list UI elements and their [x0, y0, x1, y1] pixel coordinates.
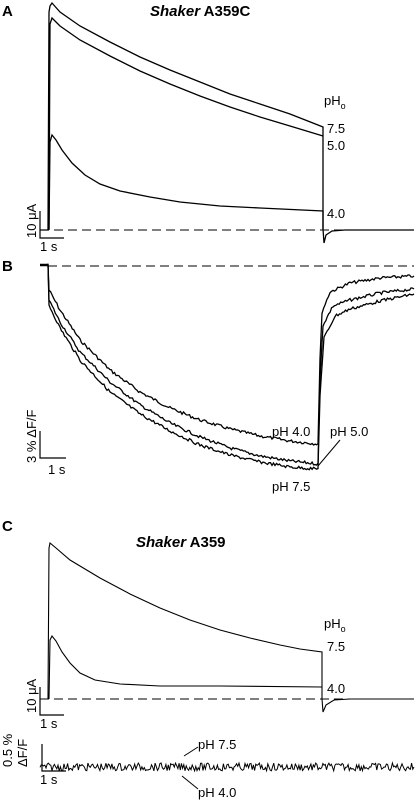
panel-c-fluor-label-ph-7-5: pH 7.5 [198, 737, 236, 752]
panel-c-fluor-arrow-ph-7-5 [183, 746, 199, 757]
panel-c-legend-sub: o [341, 624, 346, 634]
panel-c-letter: C [2, 518, 13, 535]
panel-a-label-5-0: 5.0 [327, 138, 345, 153]
panel-c-scale-bar [39, 687, 64, 716]
panel-b-trace-ph-5-0 [47, 263, 415, 466]
panel-a-legend-main: pH [324, 93, 341, 108]
panel-c-title: Shaker A359 [136, 534, 226, 551]
panel-c-scale-y: 10 μA [24, 678, 39, 713]
panel-a-letter: A [2, 3, 13, 20]
panel-b-label-ph-7-5: pH 7.5 [272, 479, 310, 494]
panel-c-title-rest: A359 [186, 534, 225, 551]
panel-b-label-ph-5-0: pH 5.0 [330, 424, 368, 439]
panel-a-scale-x: 1 s [40, 239, 58, 254]
panel-a-trace-5-0 [48, 16, 324, 231]
panel-c-fluor-label-ph-4-0: pH 4.0 [198, 785, 236, 800]
panel-b-letter: B [2, 258, 13, 275]
panel-c-fluor-arrow-ph-4-0 [181, 775, 199, 790]
panel-a-title-italic: Shaker [150, 3, 201, 20]
panel-a-legend: pHo [324, 93, 346, 111]
panel-b-arrow-ph-5-0 [317, 439, 341, 467]
panel-a-label-7-5: 7.5 [327, 121, 345, 136]
panel-c-tail [321, 698, 414, 713]
panel-b-scale-x: 1 s [48, 462, 66, 477]
panel-c-fluor-scale-x: 1 s [40, 772, 58, 787]
panel-b-label-ph-4-0: pH 4.0 [272, 424, 310, 439]
panel-c-fluor-scale-y-top: 0.5 % [0, 733, 15, 767]
panel-a-legend-sub: o [341, 101, 346, 111]
panel-c-legend-main: pH [324, 616, 341, 631]
panel-c-title-italic: Shaker [136, 534, 187, 551]
panel-c-trace-7-5 [40, 541, 323, 700]
panel-c-label-7-5: 7.5 [327, 639, 345, 654]
panel-a-scale-bar [39, 211, 64, 239]
panel-c-fluor-trace [39, 761, 415, 773]
panel-a-title-rest: A359C [200, 3, 250, 20]
panel-c-fluor-scale-bar [41, 744, 66, 772]
panel-a-label-4-0: 4.0 [327, 206, 345, 221]
panel-c-trace-4-0 [48, 634, 323, 700]
panel-b-trace-ph-7-5 [47, 264, 415, 471]
panel-b-trace-ph-4-0 [47, 264, 415, 446]
panel-a-tail [322, 228, 414, 244]
panel-b-scale-y: 3 % ΔF/F [24, 409, 39, 463]
panel-a-trace-7-5 [40, 1, 324, 231]
panel-a-scale-y: 10 μA [24, 203, 39, 238]
panel-c-fluor-scale-y-bottom: ΔF/F [15, 739, 30, 767]
panel-a-trace-4-0 [48, 133, 324, 230]
panel-c-label-4-0: 4.0 [327, 681, 345, 696]
panel-b-scale-bar [39, 431, 66, 459]
panel-a-title: Shaker A359C [150, 3, 251, 20]
panel-c-scale-x: 1 s [40, 716, 58, 731]
panel-c-legend: pHo [324, 616, 346, 634]
